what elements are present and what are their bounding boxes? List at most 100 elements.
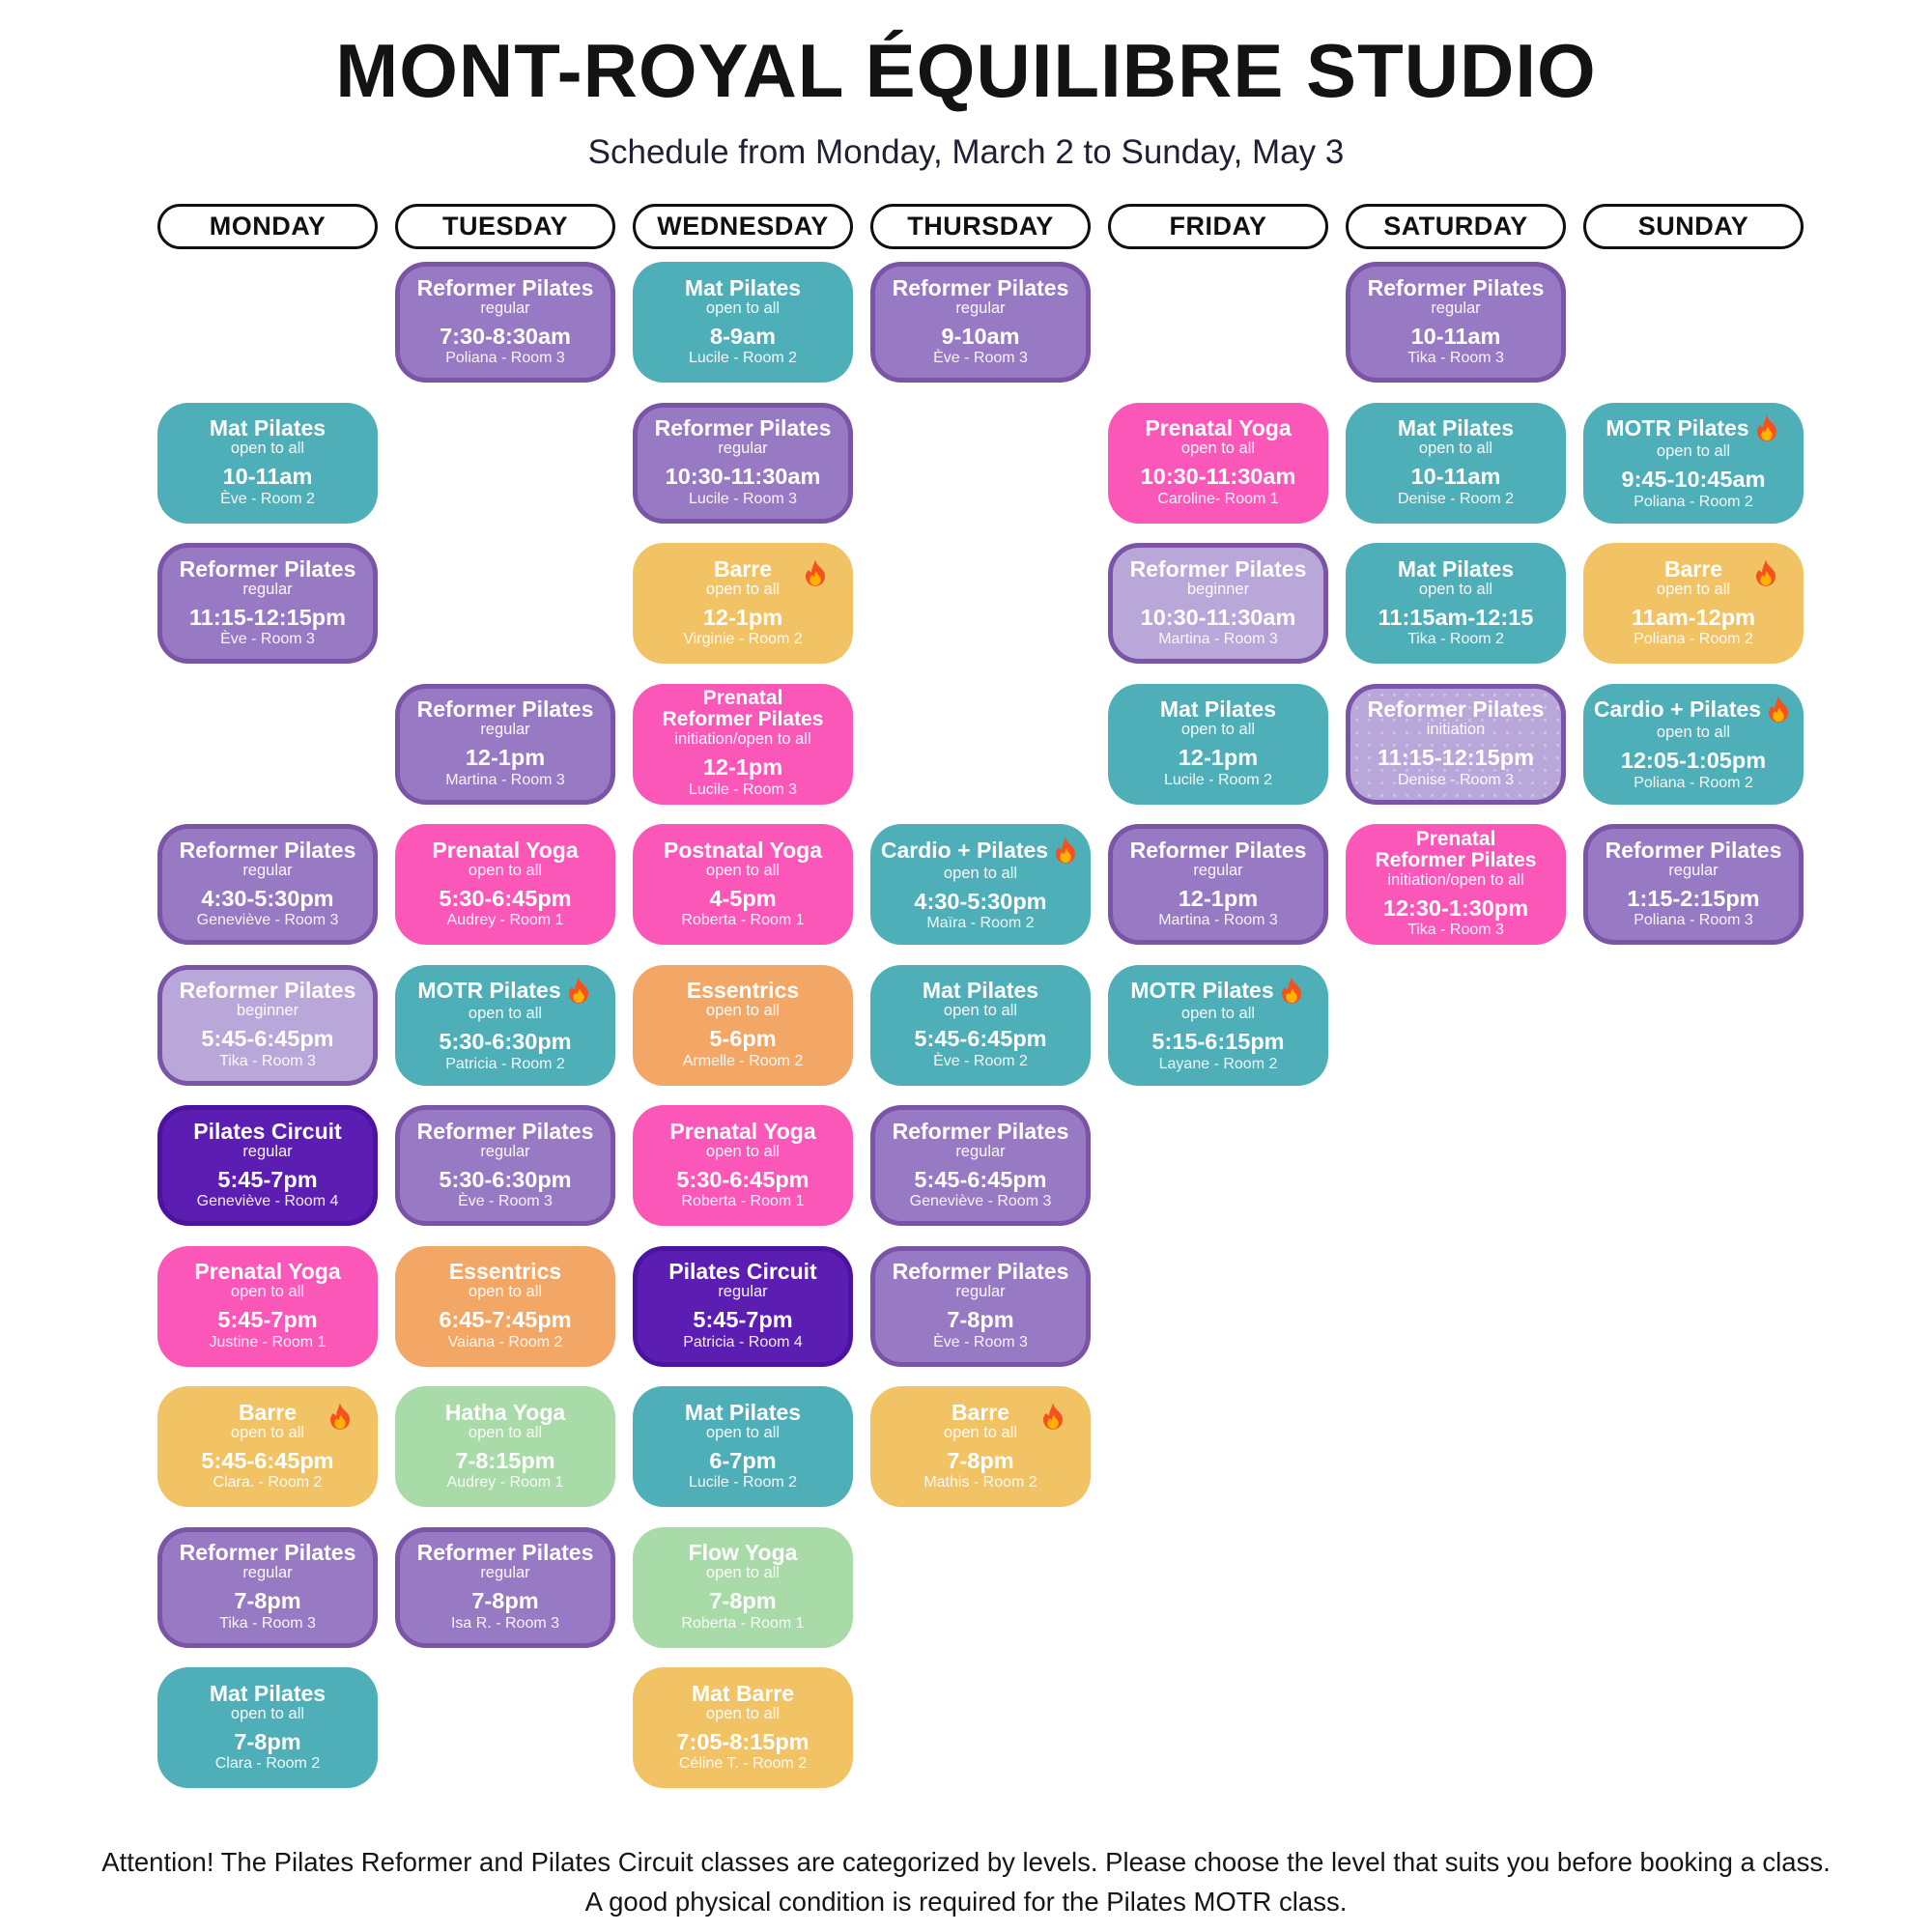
class-card[interactable]: Mat Pilates open to all 6-7pm Lucile - R… xyxy=(633,1386,853,1507)
class-instructor-room: Lucile - Room 3 xyxy=(688,781,798,798)
class-instructor-room: Lucile - Room 3 xyxy=(688,490,798,507)
class-card[interactable]: Prenatal Reformer Pilates initiation/ope… xyxy=(1346,824,1566,945)
class-name: Reformer Pilates xyxy=(1605,837,1782,863)
class-name-row: Essentrics xyxy=(449,1260,561,1283)
day-label: SUNDAY xyxy=(1637,212,1749,241)
class-level: open to all xyxy=(230,440,305,458)
class-name: Essentrics xyxy=(686,978,800,1004)
class-instructor-room: Ève - Room 3 xyxy=(220,631,315,648)
class-card[interactable]: Pilates Circuit regular 5:45-7pm Patrici… xyxy=(633,1245,853,1367)
class-card[interactable]: Mat Pilates open to all 5:45-6:45pm Ève … xyxy=(870,964,1091,1086)
day-header-thursday: THURSDAY xyxy=(870,204,1091,249)
class-level: regular xyxy=(1193,861,1243,879)
class-level: regular xyxy=(955,298,1006,317)
class-card[interactable]: Reformer Pilates regular 7-8pm Tika - Ro… xyxy=(157,1526,378,1648)
class-card[interactable]: MOTR Pilates open to all 9:45-10:45am Po… xyxy=(1583,402,1804,524)
class-name: Mat Barre xyxy=(691,1680,795,1706)
class-name-row: Reformer Pilates xyxy=(417,1541,594,1564)
class-level: open to all xyxy=(468,1283,543,1301)
class-instructor-room: Ève - Room 3 xyxy=(458,1193,553,1210)
day-header-sunday: SUNDAY xyxy=(1583,204,1804,249)
class-name-row: MOTR Pilates xyxy=(1605,413,1780,442)
class-card[interactable]: Mat Barre open to all 7:05-8:15pm Céline… xyxy=(633,1667,853,1788)
class-level: open to all xyxy=(230,1704,305,1722)
class-name-row: Prenatal Yoga xyxy=(1145,416,1291,440)
class-time: 5:30-6:45pm xyxy=(439,885,572,911)
class-card[interactable]: Prenatal Yoga open to all 5:30-6:45pm Ro… xyxy=(633,1105,853,1226)
class-card[interactable]: Barre open to all 5:45-6:45pm Clara. - R… xyxy=(157,1386,378,1507)
class-time: 5:15-6:15pm xyxy=(1151,1029,1285,1055)
class-card[interactable]: Reformer Pilates regular 7-8pm Isa R. - … xyxy=(395,1526,615,1648)
fire-icon xyxy=(1769,696,1789,723)
class-card[interactable]: Reformer Pilates regular 10:30-11:30am L… xyxy=(633,402,853,524)
class-instructor-room: Poliana - Room 2 xyxy=(1634,631,1753,648)
class-instructor-room: Martina - Room 3 xyxy=(1158,912,1278,929)
class-name: Reformer Pilates xyxy=(179,555,356,582)
class-name: Reformer Pilates xyxy=(892,274,1069,300)
class-time: 7-8pm xyxy=(234,1728,301,1754)
class-card[interactable]: Reformer Pilates regular 5:30-6:30pm Ève… xyxy=(395,1105,615,1226)
class-card[interactable]: Reformer Pilates regular 5:45-6:45pm Gen… xyxy=(870,1105,1091,1226)
class-name-row: Hatha Yoga xyxy=(445,1400,565,1423)
class-instructor-room: Lucile - Room 2 xyxy=(688,350,798,367)
class-card[interactable]: Reformer Pilates regular 9-10am Ève - Ro… xyxy=(870,262,1091,383)
class-name-row: MOTR Pilates xyxy=(1130,976,1305,1005)
day-header-tuesday: TUESDAY xyxy=(395,204,615,249)
class-card[interactable]: Reformer Pilates regular 1:15-2:15pm Pol… xyxy=(1583,824,1804,945)
class-level: regular xyxy=(242,1142,293,1160)
class-card[interactable]: Mat Pilates open to all 10-11am Denise -… xyxy=(1346,402,1566,524)
class-card[interactable]: Mat Pilates open to all 7-8pm Clara - Ro… xyxy=(157,1667,378,1788)
class-card[interactable]: Hatha Yoga open to all 7-8:15pm Audrey -… xyxy=(395,1386,615,1507)
class-card[interactable]: Essentrics open to all 5-6pm Armelle - R… xyxy=(633,964,853,1086)
class-card[interactable]: Reformer Pilates regular 7-8pm Ève - Roo… xyxy=(870,1245,1091,1367)
class-card[interactable]: Mat Pilates open to all 10-11am Ève - Ro… xyxy=(157,402,378,524)
class-instructor-room: Tika - Room 3 xyxy=(219,1052,316,1069)
class-card[interactable]: Reformer Pilates beginner 5:45-6:45pm Ti… xyxy=(157,964,378,1086)
fire-icon xyxy=(1056,836,1076,864)
class-card[interactable]: Reformer Pilates regular 11:15-12:15pm È… xyxy=(157,543,378,664)
class-card[interactable]: Mat Pilates open to all 12-1pm Lucile - … xyxy=(1108,683,1328,805)
class-name: Prenatal Yoga xyxy=(669,1118,816,1144)
class-card[interactable]: Reformer Pilates regular 10-11am Tika - … xyxy=(1346,262,1566,383)
class-level: open to all xyxy=(1656,580,1731,598)
class-card[interactable]: Reformer Pilates initiation 11:15-12:15p… xyxy=(1346,683,1566,805)
class-instructor-room: Martina - Room 3 xyxy=(1158,631,1278,648)
class-time: 9-10am xyxy=(941,323,1020,349)
class-card[interactable]: Reformer Pilates regular 12-1pm Martina … xyxy=(1108,824,1328,945)
class-card[interactable]: Mat Pilates open to all 11:15am-12:15 Ti… xyxy=(1346,543,1566,664)
class-card[interactable]: MOTR Pilates open to all 5:30-6:30pm Pat… xyxy=(395,964,615,1086)
class-name-row: Prenatal Yoga xyxy=(432,838,578,861)
class-name-row: Mat Pilates xyxy=(1160,697,1276,721)
class-time: 7-8pm xyxy=(947,1447,1014,1473)
class-card[interactable]: Prenatal Yoga open to all 10:30-11:30am … xyxy=(1108,402,1328,524)
class-card[interactable]: Reformer Pilates regular 12-1pm Martina … xyxy=(395,683,615,805)
class-instructor-room: Ève - Room 2 xyxy=(933,1052,1028,1069)
class-card[interactable]: Reformer Pilates beginner 10:30-11:30am … xyxy=(1108,543,1328,664)
class-card[interactable]: Barre open to all 12-1pm Virginie - Room… xyxy=(633,543,853,664)
class-time: 7-8:15pm xyxy=(455,1447,555,1473)
class-card[interactable]: Reformer Pilates regular 4:30-5:30pm Gen… xyxy=(157,824,378,945)
class-name-row: Reformer Pilates xyxy=(417,275,594,298)
class-card[interactable]: Essentrics open to all 6:45-7:45pm Vaian… xyxy=(395,1245,615,1367)
class-card[interactable]: Flow Yoga open to all 7-8pm Roberta - Ro… xyxy=(633,1526,853,1648)
class-card[interactable]: Cardio + Pilates open to all 4:30-5:30pm… xyxy=(870,824,1091,945)
class-card[interactable]: Reformer Pilates regular 7:30-8:30am Pol… xyxy=(395,262,615,383)
class-card[interactable]: Postnatal Yoga open to all 4-5pm Roberta… xyxy=(633,824,853,945)
class-time: 5:30-6:30pm xyxy=(439,1029,572,1055)
class-name-row: Mat Pilates xyxy=(1398,556,1514,580)
class-card[interactable]: Prenatal Reformer Pilates initiation/ope… xyxy=(633,683,853,805)
class-card[interactable]: Barre open to all 7-8pm Mathis - Room 2 xyxy=(870,1386,1091,1507)
class-name: Essentrics xyxy=(448,1259,562,1285)
class-card[interactable]: Cardio + Pilates open to all 12:05-1:05p… xyxy=(1583,683,1804,805)
class-name-row: Reformer Pilates xyxy=(655,416,832,440)
class-card[interactable]: Mat Pilates open to all 8-9am Lucile - R… xyxy=(633,262,853,383)
class-card[interactable]: Prenatal Yoga open to all 5:30-6:45pm Au… xyxy=(395,824,615,945)
class-card[interactable]: MOTR Pilates open to all 5:15-6:15pm Lay… xyxy=(1108,964,1328,1086)
class-card[interactable]: Pilates Circuit regular 5:45-7pm Geneviè… xyxy=(157,1105,378,1226)
class-time: 4:30-5:30pm xyxy=(201,885,334,911)
fire-icon xyxy=(1756,559,1776,586)
footer-line-2: A good physical condition is required fo… xyxy=(584,1886,1348,1917)
class-card[interactable]: Prenatal Yoga open to all 5:45-7pm Justi… xyxy=(157,1245,378,1367)
class-card[interactable]: Barre open to all 11am-12pm Poliana - Ro… xyxy=(1583,543,1804,664)
class-level: initiation/open to all xyxy=(1387,870,1524,889)
